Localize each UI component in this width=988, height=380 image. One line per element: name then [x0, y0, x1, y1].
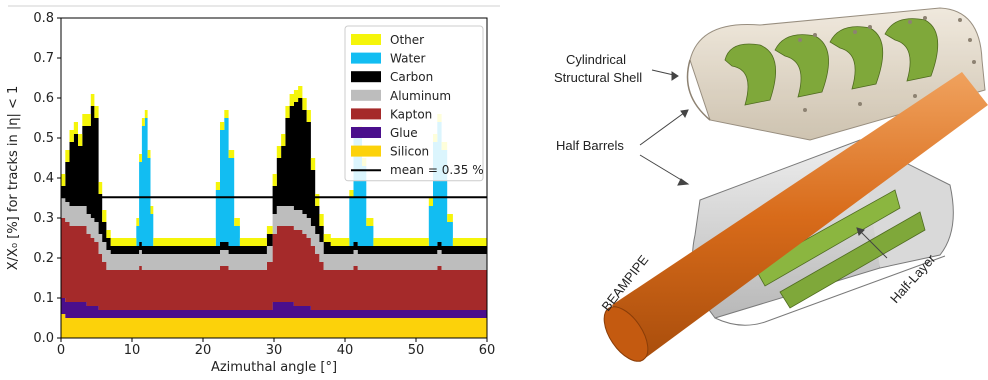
area-silicon [61, 314, 487, 338]
area-kapton [61, 218, 487, 310]
legend-swatch-kapton [351, 108, 381, 120]
area-glue [61, 298, 487, 318]
legend-swatch-carbon [351, 71, 381, 83]
legend-swatch-water [351, 52, 381, 64]
legend-label-aluminum: Aluminum [390, 89, 451, 103]
legend-swatch-aluminum [351, 89, 381, 101]
x-tick-label: 20 [195, 343, 212, 358]
y-axis-title: X/X₀ [%] for tracks in |η| < 1 [6, 86, 21, 271]
x-axis-title: Azimuthal angle [°] [211, 360, 337, 375]
legend-label-other: Other [390, 33, 424, 47]
x-tick-label: 60 [479, 343, 496, 358]
legend-box [344, 25, 484, 182]
y-tick-label: 0.8 [33, 11, 54, 26]
legend-swatch-other [351, 34, 381, 45]
x-axis: 0 10 20 30 40 50 60 [57, 338, 495, 358]
y-tick-label: 0.6 [33, 91, 54, 106]
x-tick-label: 50 [408, 343, 425, 358]
area-carbon [61, 98, 487, 254]
label-shell-line2: Structural Shell [554, 70, 642, 85]
shell-holes [798, 16, 976, 112]
area-aluminum [61, 198, 487, 270]
y-tick-label: 0.3 [33, 211, 54, 226]
label-shell-line1: Cylindrical [566, 52, 626, 67]
y-tick-label: 0.5 [33, 131, 54, 146]
x-tick-label: 0 [57, 343, 65, 358]
y-tick-label: 0.0 [33, 331, 54, 346]
y-tick-label: 0.7 [33, 51, 54, 66]
x-tick-label: 10 [124, 343, 141, 358]
detector-diagram: Cylindrical Structural Shell Half Barrel… [554, 7, 988, 362]
area-water [61, 98, 487, 246]
legend-label-glue: Glue [390, 126, 418, 140]
y-tick-label: 0.1 [33, 291, 54, 306]
legend-swatch-silicon [351, 145, 381, 157]
legend-label-kapton: Kapton [390, 107, 432, 121]
x-tick-label: 30 [266, 343, 283, 358]
label-half-barrels: Half Barrels [556, 138, 624, 153]
legend-label-silicon: Silicon [390, 145, 429, 159]
shell-half-layer-rings [724, 18, 939, 106]
legend-label-carbon: Carbon [390, 70, 433, 84]
y-tick-label: 0.4 [33, 171, 54, 186]
annotation-arrows [639, 69, 888, 259]
beampipe-graphic [603, 72, 988, 362]
stacked-areas [61, 86, 487, 338]
legend-label-mean: mean = 0.35 % [390, 163, 484, 177]
y-axis: 0.0 0.1 0.2 0.3 0.4 0.5 0.6 0.7 0.8 [33, 11, 61, 346]
legend-swatch-glue [351, 127, 381, 138]
y-tick-label: 0.2 [33, 251, 54, 266]
x-tick-label: 40 [337, 343, 354, 358]
material-budget-chart: 0 10 20 30 40 50 60 0.00.10.20.30.40.50.60.70.… [6, 5, 500, 375]
legend: Other Water Carbon Aluminum Kapton Glue Silico… [344, 25, 484, 182]
legend-label-water: Water [390, 52, 426, 66]
